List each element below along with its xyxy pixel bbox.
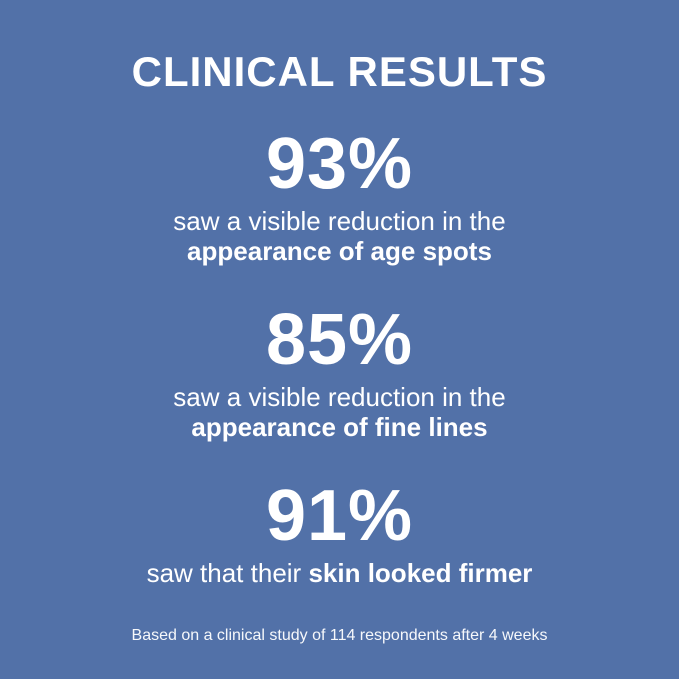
stat-description-age-spots: saw a visible reduction in the appearanc… (0, 206, 679, 266)
page-title: CLINICAL RESULTS (131, 48, 548, 95)
stat-description-fine-lines: saw a visible reduction in the appearanc… (0, 382, 679, 442)
stat-percent-firmer-skin: 91% (265, 476, 414, 556)
footnote: Based on a clinical study of 114 respond… (131, 627, 548, 644)
stat-firmer-skin: 91% saw that their skin looked firmer (0, 480, 679, 588)
stat-age-spots: 93% saw a visible reduction in the appea… (0, 128, 679, 266)
stat-description-regular: saw a visible reduction in the (173, 382, 506, 412)
stat-percent-fine-lines: 85% (265, 300, 414, 380)
stat-description-bold: skin looked firmer (308, 558, 533, 588)
stat-percent-age-spots: 93% (265, 124, 414, 204)
stat-description-firmer-skin: saw that their skin looked firmer (0, 558, 679, 588)
stat-description-bold: appearance of fine lines (191, 412, 488, 442)
stat-description-regular: saw a visible reduction in the (173, 206, 506, 236)
stat-fine-lines: 85% saw a visible reduction in the appea… (0, 304, 679, 442)
stat-description-regular: saw that their (146, 558, 302, 588)
stat-description-bold: appearance of age spots (187, 236, 492, 266)
